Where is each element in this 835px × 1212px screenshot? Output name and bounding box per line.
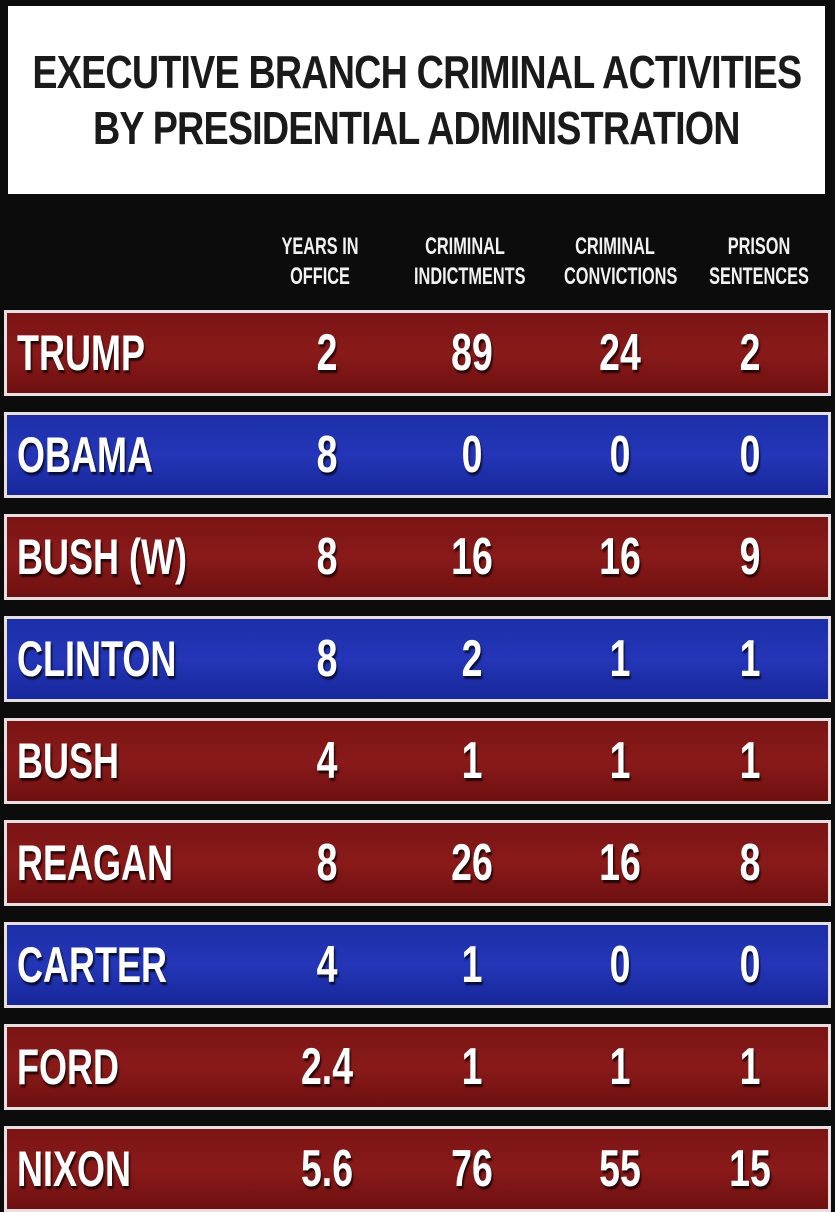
- table-row: BUSH 4 1 1 1: [4, 718, 831, 804]
- president-name: REAGAN: [17, 835, 174, 891]
- table-row: CLINTON 8 2 1 1: [4, 616, 831, 702]
- table-cell: 8: [739, 834, 761, 892]
- title-line-1: EXECUTIVE BRANCH CRIMINAL ACTIVITIES: [32, 46, 802, 98]
- table-cell: 2.4: [300, 1038, 354, 1096]
- table-cell: 24: [599, 324, 641, 382]
- table-cell: 1: [461, 1038, 483, 1096]
- table-cell: 1: [609, 732, 631, 790]
- table-cell: 0: [461, 426, 483, 484]
- table-cell: 1: [739, 1038, 761, 1096]
- table-cell: 9: [739, 528, 761, 586]
- president-name: NIXON: [17, 1141, 132, 1197]
- president-name: BUSH: [17, 733, 120, 789]
- table-cell: 8: [316, 426, 338, 484]
- title-line-2: BY PRESIDENTIAL ADMINISTRATION: [93, 102, 741, 154]
- president-name: FORD: [17, 1039, 119, 1095]
- table-cell: 1: [461, 732, 483, 790]
- president-name: CARTER: [17, 937, 167, 993]
- column-header-sentences: PRISON SENTENCES: [709, 233, 809, 290]
- table-cell: 1: [739, 732, 761, 790]
- president-name: CLINTON: [17, 631, 177, 687]
- table-cell: 4: [316, 732, 338, 790]
- president-name: TRUMP: [17, 325, 145, 381]
- table-cell: 1: [609, 1038, 631, 1096]
- table-cell: 5.6: [300, 1140, 354, 1198]
- column-header-convictions: CRIMINAL CONVICTIONS: [564, 233, 678, 290]
- table-cell: 15: [729, 1140, 771, 1198]
- table-cell: 0: [739, 936, 761, 994]
- table-cell: 0: [609, 426, 631, 484]
- column-header-bar: YEARS IN OFFICE CRIMINAL INDICTMENTS CRI…: [0, 200, 835, 308]
- table-row: FORD 2.4 1 1 1: [4, 1024, 831, 1110]
- table-cell: 89: [451, 324, 493, 382]
- table-cell: 0: [739, 426, 761, 484]
- table-cell: 8: [316, 834, 338, 892]
- table-cell: 1: [739, 630, 761, 688]
- president-name: OBAMA: [17, 427, 153, 483]
- table-cell: 1: [609, 630, 631, 688]
- table-row: TRUMP 2 89 24 2: [4, 310, 831, 396]
- table-cell: 55: [599, 1140, 641, 1198]
- table-cell: 26: [451, 834, 493, 892]
- table-cell: 8: [316, 630, 338, 688]
- table-cell: 8: [316, 528, 338, 586]
- table-row: NIXON 5.6 76 55 15: [4, 1126, 831, 1212]
- table-cell: 0: [609, 936, 631, 994]
- president-name: BUSH (W): [17, 529, 187, 585]
- table-cell: 4: [316, 936, 338, 994]
- table-cell: 2: [739, 324, 761, 382]
- table-row: REAGAN 8 26 16 8: [4, 820, 831, 906]
- table-row: BUSH (W) 8 16 16 9: [4, 514, 831, 600]
- table-cell: 16: [451, 528, 493, 586]
- title-box: EXECUTIVE BRANCH CRIMINAL ACTIVITIES BY …: [8, 6, 825, 194]
- table-cell: 2: [316, 324, 338, 382]
- table-cell: 1: [461, 936, 483, 994]
- table-cell: 2: [461, 630, 483, 688]
- table-row: OBAMA 8 0 0 0: [4, 412, 831, 498]
- column-header-indictments: CRIMINAL INDICTMENTS: [414, 233, 526, 290]
- column-header-years: YEARS IN OFFICE: [281, 233, 359, 290]
- table-cell: 16: [599, 528, 641, 586]
- table-cell: 16: [599, 834, 641, 892]
- table-row: CARTER 4 1 0 0: [4, 922, 831, 1008]
- table-cell: 76: [451, 1140, 493, 1198]
